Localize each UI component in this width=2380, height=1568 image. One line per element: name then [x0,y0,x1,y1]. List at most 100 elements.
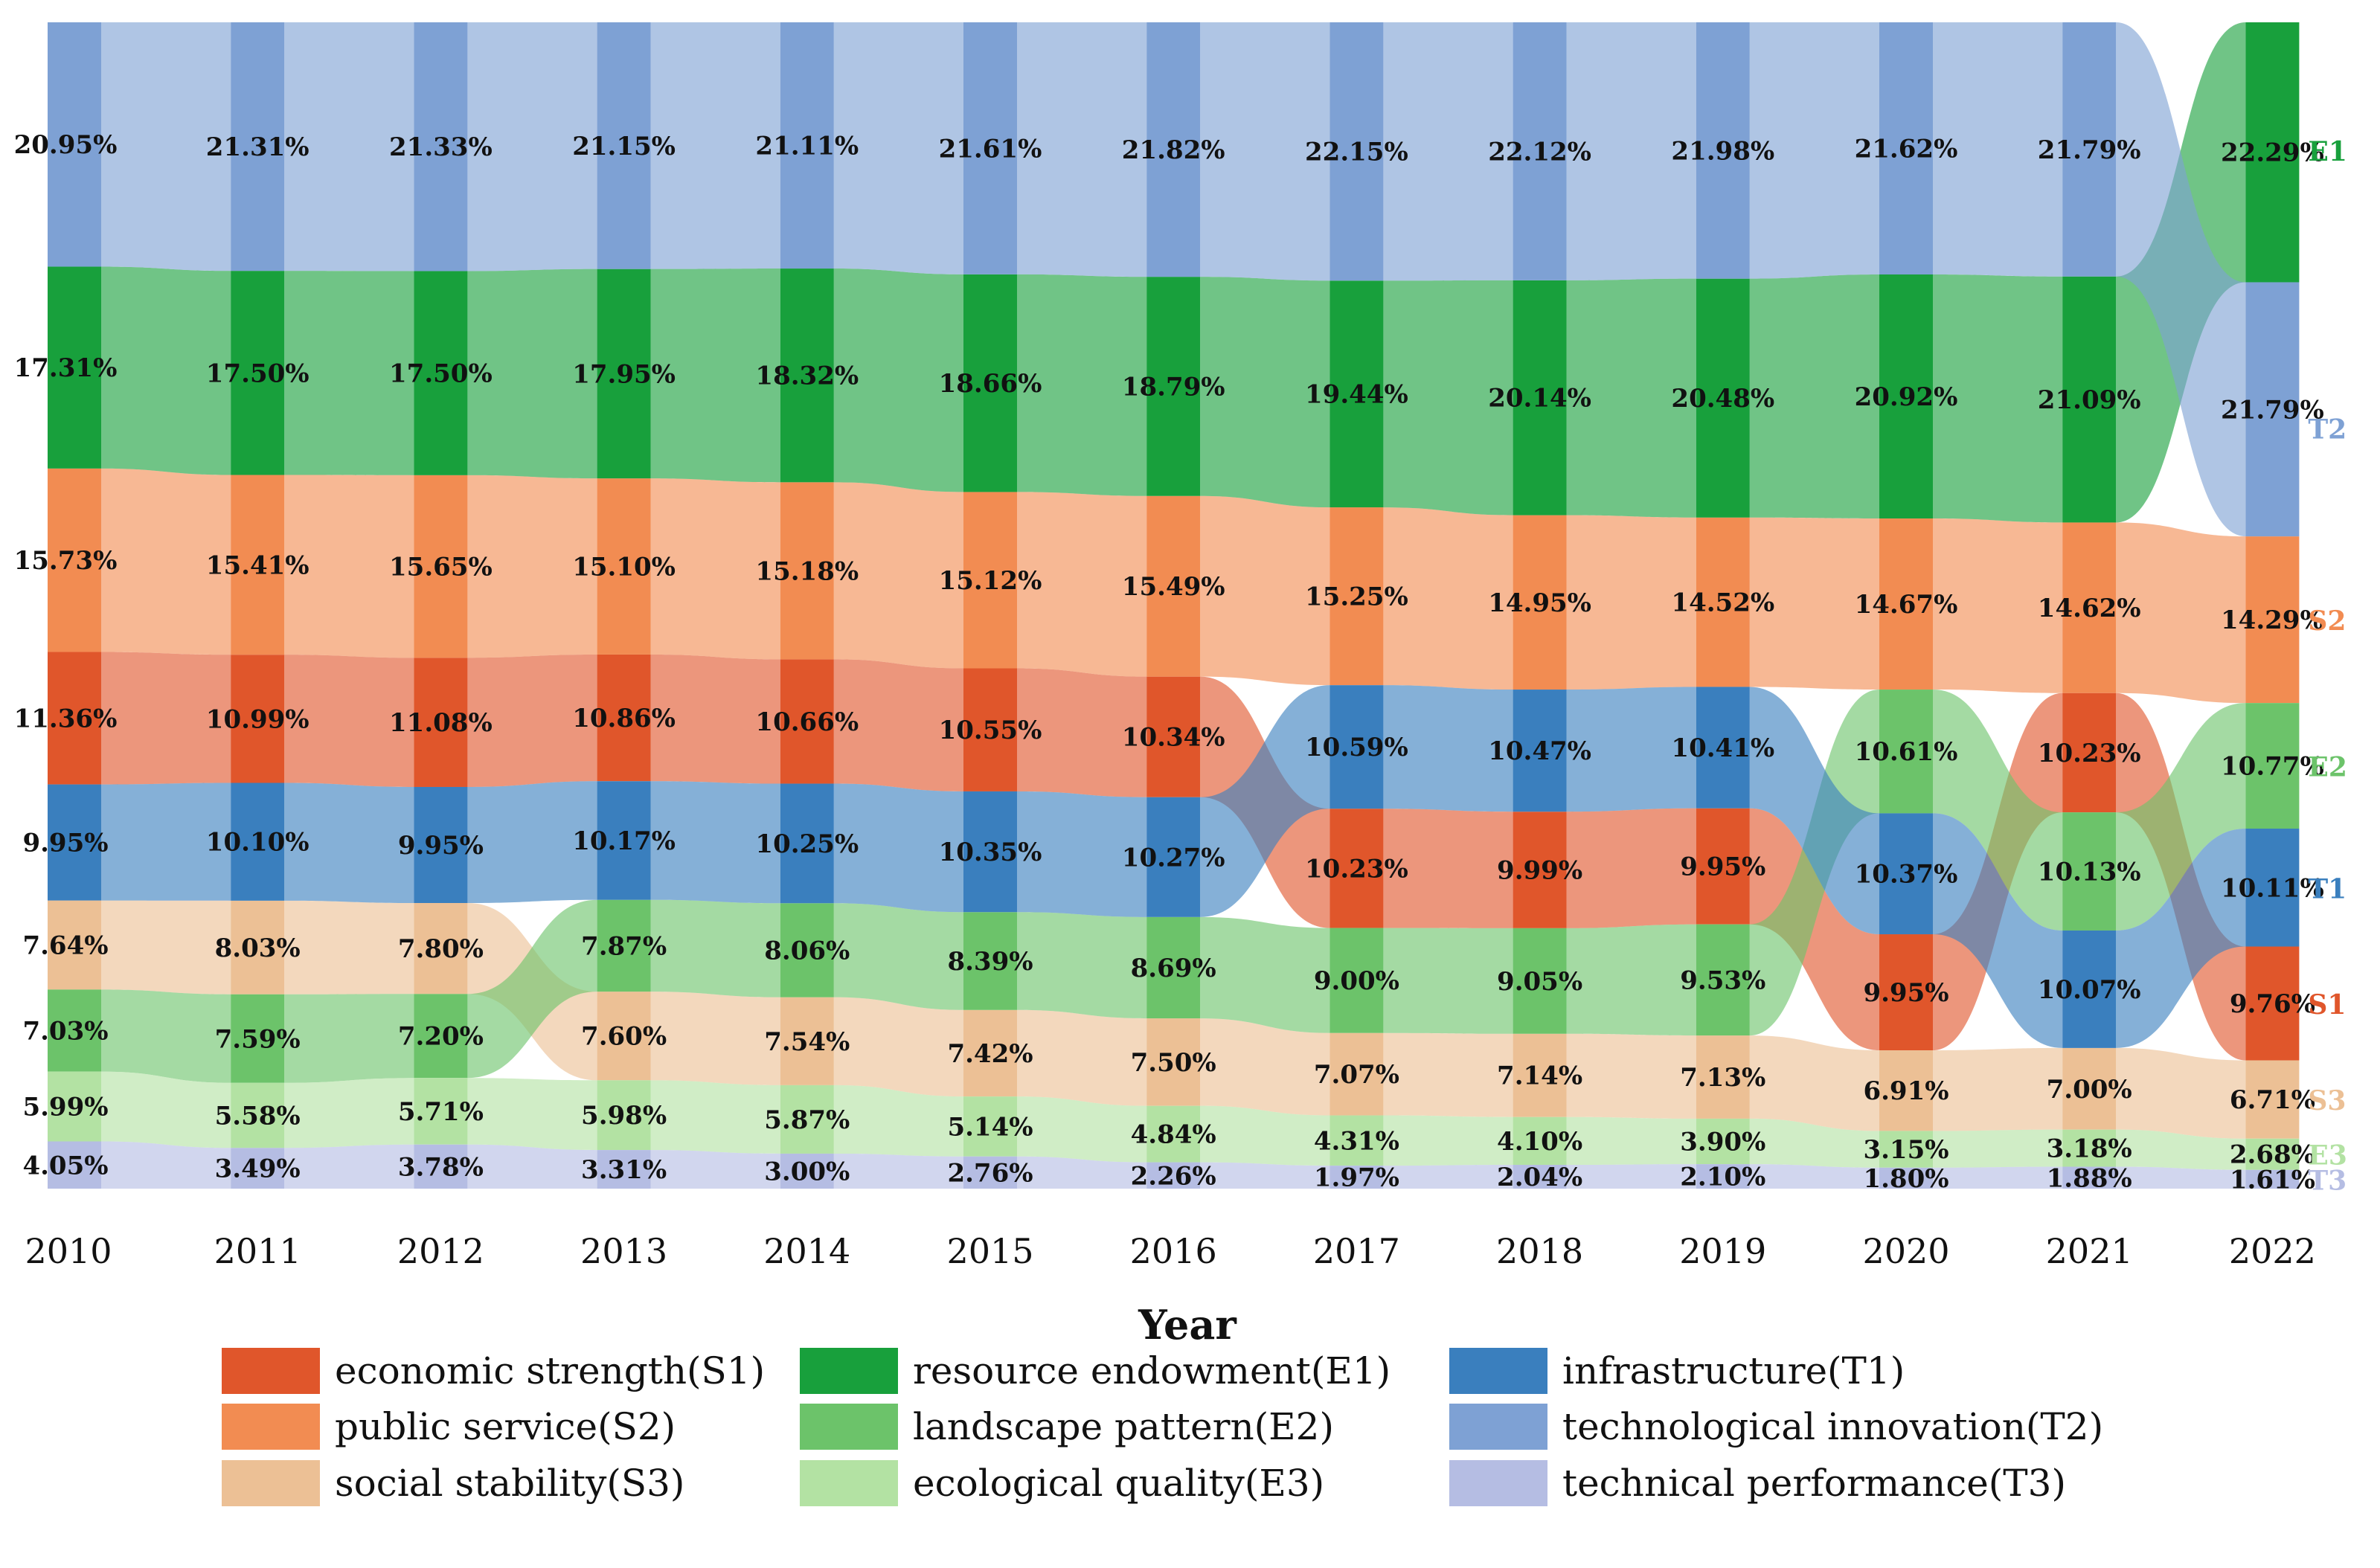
pct-label-e2-2016: 8.69% [1131,954,1216,983]
flow-t2-2019-2020 [1749,22,1879,279]
bar-t3-2015 [963,1156,1017,1189]
pct-label-e2-2017: 9.00% [1314,966,1399,996]
pct-label-e2-2019: 9.53% [1680,965,1765,995]
legend-item-t3: technical performance(T3) [1449,1460,2066,1506]
flow-t3-2016-2017 [1200,1162,1330,1189]
bar-s2-2016 [1146,495,1201,677]
year-label-2016: 2016 [1130,1231,1217,1271]
pct-label-t1-2013: 10.17% [572,826,676,856]
bar-t2-2018 [1513,22,1567,280]
bar-t3-2022 [2245,1169,2300,1189]
bar-t3-2014 [780,1153,834,1189]
flow-e1-2012-2013 [467,269,597,479]
bar-t2-2010 [48,22,101,267]
bar-t3-2016 [1146,1162,1201,1189]
pct-label-s3-2011: 8.03% [215,934,301,963]
legend-item-t1: infrastructure(T1) [1449,1348,1905,1394]
pct-label-t2-2017: 22.15% [1305,138,1408,167]
flow-t2-2010-2011 [101,22,231,271]
legend-item-e2: landscape pattern(E2) [800,1404,1334,1450]
bar-t1-2020 [1879,813,1933,935]
bar-s2-2018 [1513,515,1567,690]
pct-label-t3-2012: 3.78% [398,1152,484,1182]
bar-s2-2015 [963,492,1017,669]
legend: economic strength(S1) public service(S2) s… [222,1348,2103,1506]
end-label-e2: E2 [2308,752,2347,783]
flow-s2-2014-2015 [833,482,963,669]
bar-t2-2021 [2062,22,2117,277]
pct-label-s1-2020: 9.95% [1863,978,1948,1008]
legend-item-s3: social stability(S3) [222,1460,684,1506]
bar-s3-2022 [2245,1060,2300,1139]
bar-s3-2021 [2062,1047,2117,1130]
bar-e3-2019 [1696,1118,1750,1165]
pct-label-e3-2015: 5.14% [947,1112,1033,1142]
flow-e3-2021-2022 [2116,1129,2246,1170]
bar-e2-2014 [780,903,834,997]
year-label-2015: 2015 [946,1231,1033,1271]
bar-e2-2015 [963,912,1017,1010]
pct-label-t3-2016: 2.26% [1131,1161,1216,1191]
pct-label-e2-2015: 8.39% [947,947,1033,977]
flow-e1-2019-2020 [1749,274,1879,519]
year-label-2012: 2012 [397,1231,484,1271]
flow-s1-2010-2011 [101,652,231,785]
bar-s2-2013 [597,478,651,655]
flow-e2-2017-2018 [1383,928,1513,1034]
bar-e1-2010 [48,266,101,469]
pct-label-t1-2018: 10.47% [1488,736,1591,766]
pct-label-t3-2014: 3.00% [764,1157,850,1186]
pct-label-e1-2022: 22.29% [2221,138,2324,168]
bar-e2-2010 [48,989,101,1072]
bar-s1-2017 [1329,809,1384,928]
year-label-2011: 2011 [214,1231,301,1271]
bar-e3-2011 [231,1082,285,1148]
flow-e1-2010-2011 [101,266,231,475]
bar-t2-2019 [1696,22,1750,279]
flow-t1-2015-2016 [1017,791,1147,917]
bar-t3-2013 [597,1150,651,1189]
pct-label-e3-2013: 5.98% [581,1101,667,1131]
legend-label-t3: technical performance(T3) [1562,1462,2066,1505]
pct-label-t2-2013: 21.15% [572,132,676,161]
flow-e2-2014-2015 [833,903,963,1010]
flow-t3-2014-2015 [833,1153,963,1189]
legend-swatch-s2 [222,1404,320,1450]
bar-t1-2021 [2062,930,2117,1048]
bar-e1-2022 [2245,22,2300,283]
flow-e3-2020-2021 [1933,1129,2063,1168]
flow-t1-2011-2012 [284,783,414,903]
flow-t3-2021-2022 [2116,1166,2246,1189]
flow-s2-2021-2022 [2116,522,2246,704]
flow-t2-2021-2022 [2116,22,2246,537]
bar-s2-2020 [1879,518,1933,690]
flow-s1-2018-2019 [1566,808,1696,928]
bar-e1-2020 [1879,274,1933,519]
pct-label-t2-2010: 20.95% [14,130,118,160]
bar-s1-2019 [1696,808,1750,925]
pct-label-t1-2021: 10.07% [2038,975,2141,1005]
bar-t2-2017 [1329,22,1384,281]
bar-t2-2022 [2245,282,2300,537]
year-label-2010: 2010 [25,1231,112,1271]
pct-label-e1-2012: 17.50% [389,359,493,389]
pct-label-t1-2022: 10.11% [2221,873,2324,903]
flow-t3-2020-2021 [1933,1166,2063,1189]
bar-t1-2012 [414,786,468,903]
bar-t1-2022 [2245,829,2300,947]
bar-e2-2020 [1879,690,1933,814]
pct-label-t1-2012: 9.95% [398,831,484,861]
bar-s2-2022 [2245,536,2300,704]
flow-s3-2018-2019 [1566,1033,1696,1119]
pct-label-s3-2017: 7.07% [1314,1060,1399,1090]
end-label-s2: S2 [2308,605,2346,637]
flow-t1-2013-2014 [650,781,780,904]
pct-label-e3-2012: 5.71% [398,1097,484,1127]
bar-t3-2021 [2062,1166,2117,1189]
bar-s1-2022 [2245,946,2300,1061]
flow-s3-2014-2015 [833,997,963,1097]
legend-swatch-t2 [1449,1404,1547,1450]
legend-swatch-e3 [800,1460,898,1506]
legend-swatch-e1 [800,1348,898,1394]
pct-label-s1-2021: 10.23% [2038,739,2141,768]
